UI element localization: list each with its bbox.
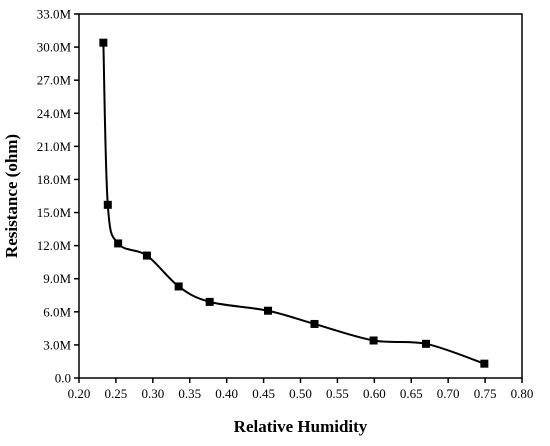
data-point-marker bbox=[205, 297, 214, 306]
data-point-marker bbox=[103, 200, 112, 209]
y-tick-label: 12.0M bbox=[37, 238, 72, 253]
x-tick-label: 0.45 bbox=[252, 386, 275, 401]
x-tick-label: 0.25 bbox=[105, 386, 128, 401]
data-point-marker bbox=[264, 306, 273, 315]
y-tick-label: 33.0M bbox=[37, 7, 72, 22]
x-tick-label: 0.80 bbox=[511, 386, 534, 401]
y-tick-label: 27.0M bbox=[37, 73, 72, 88]
data-point-marker bbox=[99, 38, 108, 47]
y-tick-label: 18.0M bbox=[37, 172, 72, 187]
x-tick-label: 0.70 bbox=[437, 386, 460, 401]
x-tick-label: 0.75 bbox=[474, 386, 497, 401]
x-tick-label: 0.40 bbox=[215, 386, 238, 401]
y-axis-ticks: 0.0 3.0M 6.0M 9.0M 12.0M 15.0M 18.0M 21.0M 24.0M… bbox=[37, 7, 79, 386]
y-tick-label: 0.0 bbox=[55, 371, 71, 386]
x-tick-label: 0.50 bbox=[289, 386, 312, 401]
y-tick-label: 21.0M bbox=[37, 139, 72, 154]
y-tick-label: 24.0M bbox=[37, 106, 72, 121]
y-tick-label: 30.0M bbox=[37, 40, 72, 55]
y-axis-title: Resistance (ohm) bbox=[2, 134, 21, 258]
data-point-marker bbox=[310, 319, 319, 328]
data-markers bbox=[99, 38, 489, 368]
x-tick-label: 0.20 bbox=[68, 386, 91, 401]
data-point-marker bbox=[114, 239, 123, 248]
x-axis-ticks: 0.20 0.25 0.30 0.35 0.40 0.45 0.50 0.55 0.60 0.65… bbox=[68, 378, 534, 401]
x-axis-title: Relative Humidity bbox=[234, 417, 368, 436]
plot-frame bbox=[78, 13, 523, 379]
x-tick-label: 0.65 bbox=[400, 386, 423, 401]
x-tick-label: 0.60 bbox=[363, 386, 386, 401]
y-tick-label: 6.0M bbox=[43, 304, 71, 319]
x-tick-label: 0.30 bbox=[141, 386, 164, 401]
x-tick-label: 0.35 bbox=[178, 386, 201, 401]
data-point-marker bbox=[480, 359, 489, 368]
y-tick-label: 3.0M bbox=[43, 337, 71, 352]
x-tick-label: 0.55 bbox=[326, 386, 349, 401]
data-point-marker bbox=[174, 282, 183, 291]
data-point-marker bbox=[422, 339, 431, 348]
data-point-marker bbox=[369, 336, 378, 345]
y-tick-label: 15.0M bbox=[37, 205, 72, 220]
data-point-marker bbox=[142, 251, 151, 260]
fitted-curve bbox=[102, 42, 485, 365]
y-tick-label: 9.0M bbox=[43, 271, 71, 286]
